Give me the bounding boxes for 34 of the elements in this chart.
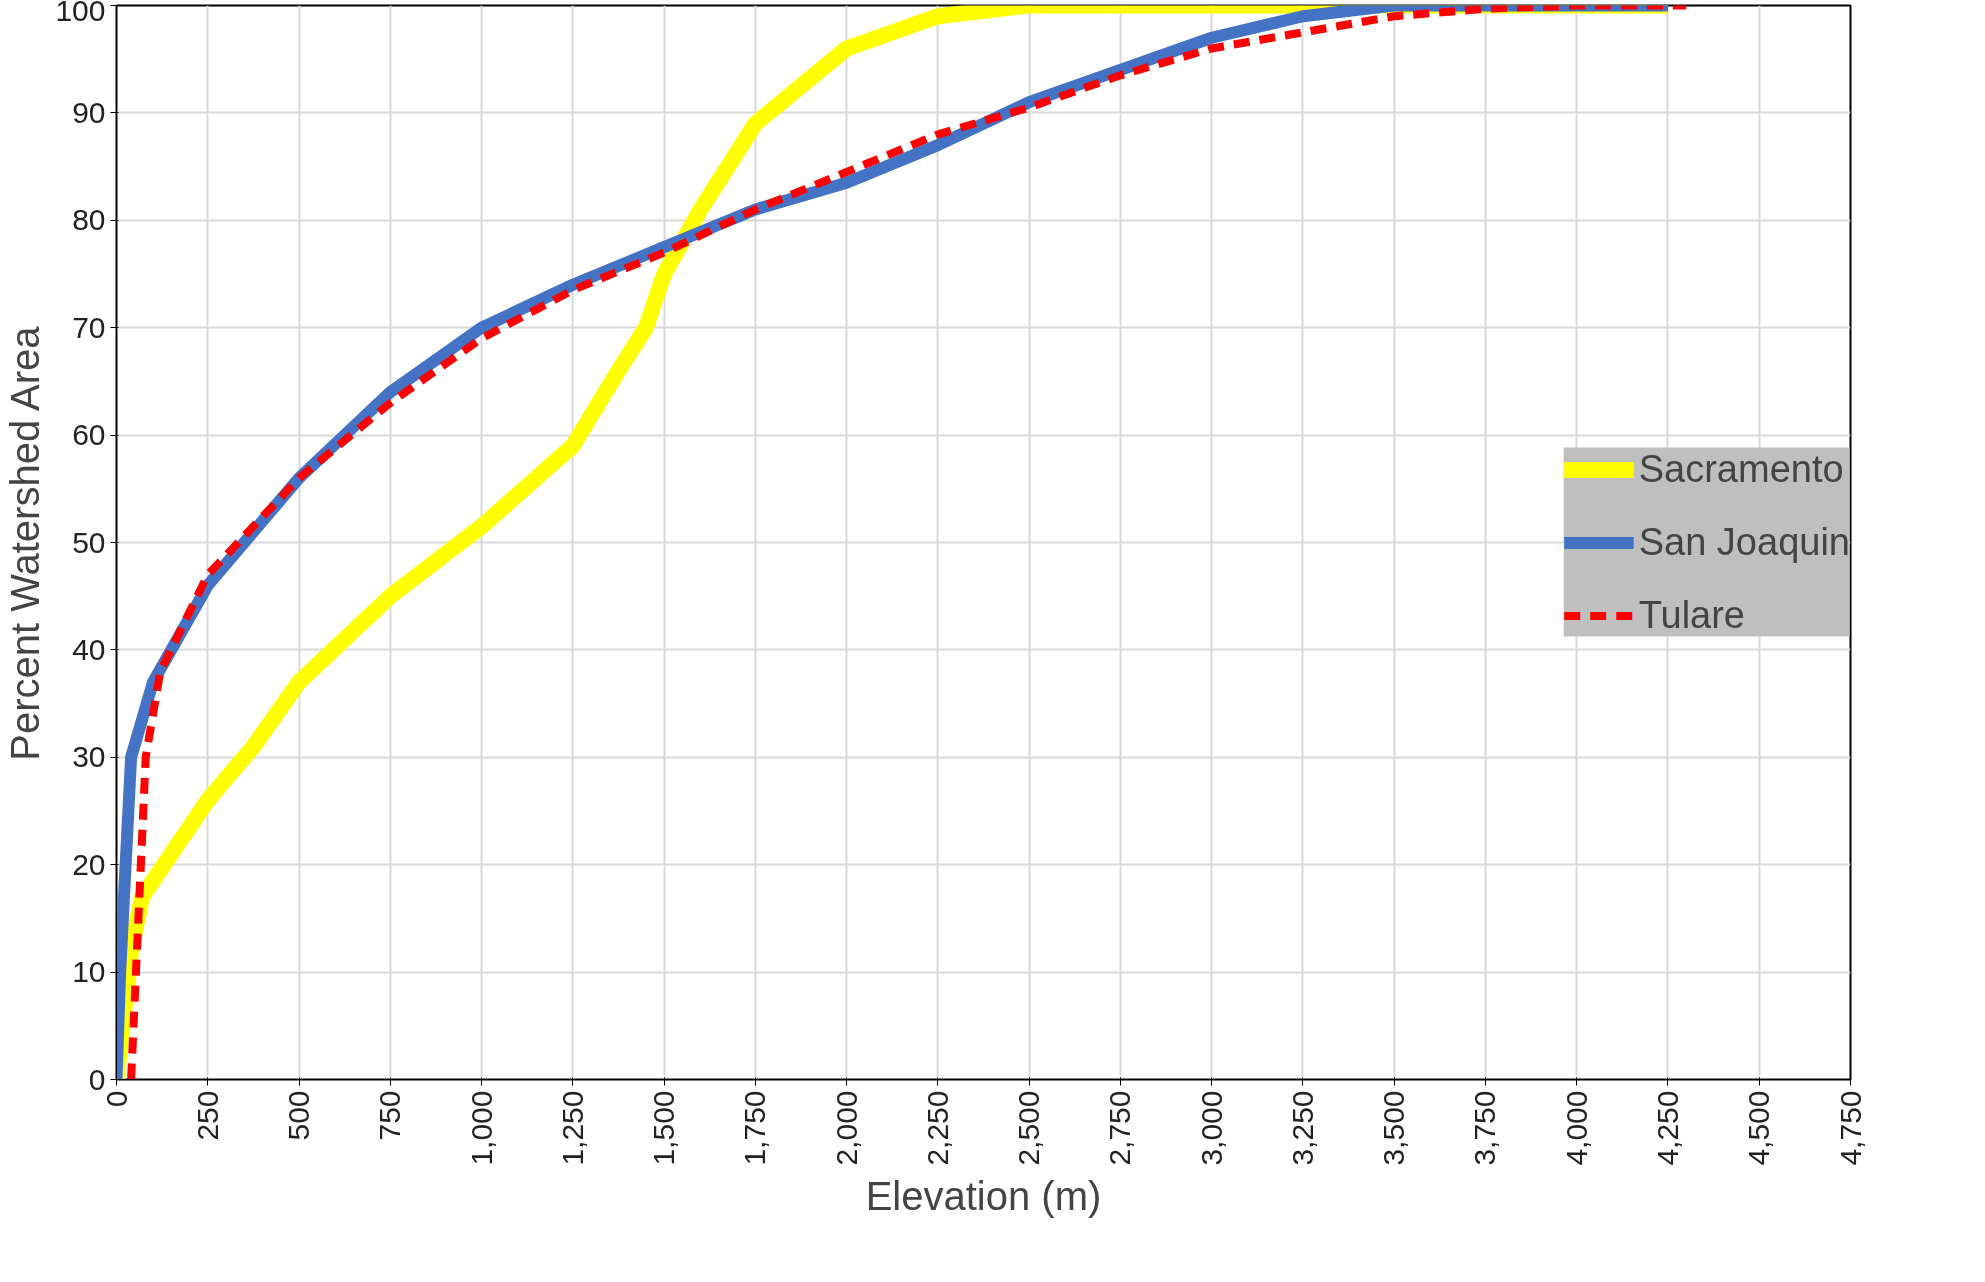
x-tick-label: 1,000 bbox=[464, 1090, 498, 1166]
x-tick-label: 250 bbox=[190, 1090, 224, 1141]
x-tick-label: 3,500 bbox=[1377, 1090, 1411, 1166]
y-tick-label: 10 bbox=[72, 955, 106, 989]
x-tick-label: 3,250 bbox=[1285, 1090, 1319, 1166]
x-tick-label: 2,000 bbox=[829, 1090, 863, 1166]
legend-label: Sacramento bbox=[1638, 447, 1844, 491]
x-tick-label: 4,750 bbox=[1833, 1090, 1867, 1166]
legend-label: Tulare bbox=[1638, 593, 1746, 637]
x-tick-label: 4,500 bbox=[1742, 1090, 1776, 1166]
x-axis-title: Elevation (m) bbox=[865, 1173, 1102, 1218]
y-axis-title: Percent Watershed Area bbox=[3, 325, 48, 761]
y-tick-label: 70 bbox=[72, 310, 106, 344]
x-tick-label: 3,750 bbox=[1468, 1090, 1502, 1166]
x-tick-label: 1,500 bbox=[647, 1090, 681, 1166]
x-tick-label: 3,000 bbox=[1194, 1090, 1228, 1166]
x-tick-label: 4,000 bbox=[1559, 1090, 1593, 1166]
y-tick-label: 80 bbox=[72, 203, 106, 237]
x-tick-label: 2,250 bbox=[920, 1090, 954, 1166]
x-tick-label: 500 bbox=[282, 1090, 316, 1141]
x-tick-label: 2,500 bbox=[1012, 1090, 1046, 1166]
y-tick-label: 60 bbox=[72, 418, 106, 452]
x-tick-label: 1,250 bbox=[555, 1090, 589, 1166]
y-tick-label: 50 bbox=[72, 525, 106, 559]
x-tick-label: 750 bbox=[373, 1090, 407, 1141]
y-tick-label: 100 bbox=[55, 0, 106, 27]
y-tick-label: 40 bbox=[72, 632, 106, 666]
x-tick-label: 1,750 bbox=[738, 1090, 772, 1166]
x-tick-label: 2,750 bbox=[1103, 1090, 1137, 1166]
x-tick-label: 4,250 bbox=[1650, 1090, 1684, 1166]
y-tick-label: 20 bbox=[72, 847, 106, 881]
legend-label: San Joaquin bbox=[1638, 520, 1850, 564]
y-tick-label: 30 bbox=[72, 740, 106, 774]
y-tick-label: 90 bbox=[72, 95, 106, 129]
